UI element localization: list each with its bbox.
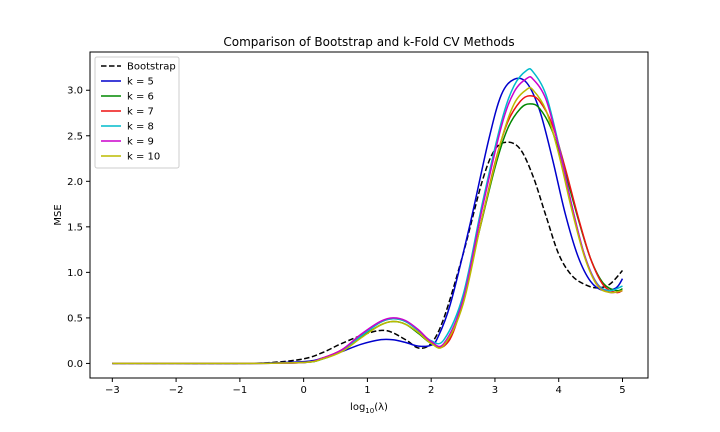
x-tick-label: 1 — [364, 385, 370, 396]
x-tick-label: 5 — [619, 385, 625, 396]
y-tick-label: 2.0 — [67, 177, 83, 188]
series-line-k-6 — [112, 103, 623, 365]
series-line-k-10 — [112, 86, 623, 365]
x-axis-label: log10(λ) — [350, 402, 388, 415]
y-axis: 0.0 0.5 1.0 1.5 2.0 2.5 3.0 — [67, 86, 90, 370]
y-tick-label: 1.0 — [67, 268, 83, 279]
x-tick-label: 2 — [428, 385, 434, 396]
series-line-k-9 — [112, 76, 623, 365]
legend-label: k = 9 — [127, 137, 154, 148]
series-line-k-8 — [112, 67, 623, 365]
x-tick-label: −2 — [169, 385, 184, 396]
series-line-bootstrap — [112, 141, 624, 365]
x-tick-label: 0 — [300, 385, 306, 396]
y-tick-label: 0.0 — [67, 359, 83, 370]
x-axis: −3 −2 −1 0 1 2 3 4 5 — [105, 378, 626, 396]
legend-label: k = 5 — [127, 77, 154, 88]
x-axis-label-main: log — [350, 402, 365, 413]
legend-label: k = 6 — [127, 92, 154, 103]
series-line-k-5 — [112, 77, 624, 365]
y-tick-label: 0.5 — [67, 313, 83, 324]
legend-label: k = 8 — [127, 122, 154, 133]
y-tick-label: 3.0 — [67, 86, 83, 97]
plot-frame — [89, 51, 649, 379]
legend-label: k = 10 — [127, 152, 160, 163]
x-axis-label-tail: (λ) — [374, 402, 388, 413]
x-tick-label: −3 — [105, 385, 120, 396]
x-tick-label: 4 — [556, 385, 562, 396]
y-tick-label: 1.5 — [67, 222, 83, 233]
legend-label: Bootstrap — [127, 62, 176, 73]
legend-label: k = 7 — [127, 107, 154, 118]
y-axis-label: MSE — [53, 204, 64, 225]
chart-title: Comparison of Bootstrap and k-Fold CV Me… — [223, 35, 514, 49]
y-tick-label: 2.5 — [67, 131, 83, 142]
legend: Bootstrap k = 5 k = 6 k = 7 k = 8 k = 9 k = 10 — [94, 56, 180, 169]
plot-area — [112, 67, 624, 365]
x-tick-label: −1 — [232, 385, 247, 396]
x-tick-label: 3 — [492, 385, 498, 396]
x-axis-label-subscript: 10 — [365, 407, 374, 415]
